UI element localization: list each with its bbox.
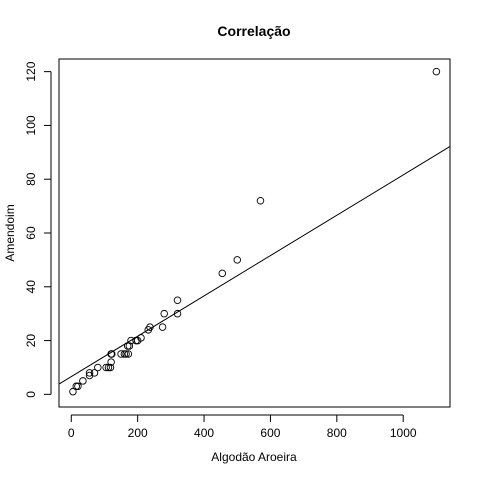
x-tick-label: 400 — [194, 426, 214, 440]
plot-frame — [58, 58, 451, 408]
x-tick-label: 600 — [260, 426, 280, 440]
data-point — [102, 363, 110, 372]
chart-title: Correlação — [217, 23, 290, 39]
y-axis-label: Amendoim — [3, 204, 17, 261]
x-axis: 0 200 400 600 800 1000 — [68, 414, 417, 440]
data-point — [233, 256, 241, 264]
data-point — [74, 382, 82, 391]
points-layer — [69, 67, 441, 396]
data-point — [122, 350, 130, 358]
data-point — [218, 269, 227, 278]
data-point — [432, 67, 441, 76]
x-axis-label: Algodão Aroeira — [211, 450, 297, 464]
y-tick-label: 20 — [24, 334, 38, 348]
y-tick-label: 0 — [24, 391, 38, 398]
x-tick-label: 1000 — [390, 426, 417, 440]
y-tick-label: 100 — [24, 115, 38, 135]
data-point — [124, 350, 133, 358]
y-tick-label: 120 — [24, 61, 38, 81]
y-axis: 0 20 40 60 80 100 120 — [24, 61, 52, 398]
data-point — [158, 323, 167, 331]
data-point — [117, 350, 125, 358]
data-point — [107, 358, 115, 366]
data-point — [106, 363, 115, 372]
data-point — [85, 369, 94, 377]
y-tick-label: 80 — [24, 172, 38, 186]
data-point — [125, 342, 134, 350]
data-point — [173, 296, 182, 304]
data-point — [69, 387, 77, 396]
x-tick-label: 200 — [128, 426, 148, 440]
data-point — [79, 377, 87, 385]
data-point — [160, 309, 168, 318]
y-tick-label: 60 — [24, 226, 38, 240]
data-point — [94, 363, 102, 372]
data-point — [72, 382, 81, 391]
regression-line — [58, 146, 451, 385]
x-tick-label: 0 — [68, 426, 75, 440]
y-tick-label: 40 — [24, 280, 38, 294]
data-point — [256, 196, 265, 205]
regression-layer — [58, 146, 451, 385]
data-point — [90, 369, 99, 377]
x-tick-label: 800 — [327, 426, 347, 440]
